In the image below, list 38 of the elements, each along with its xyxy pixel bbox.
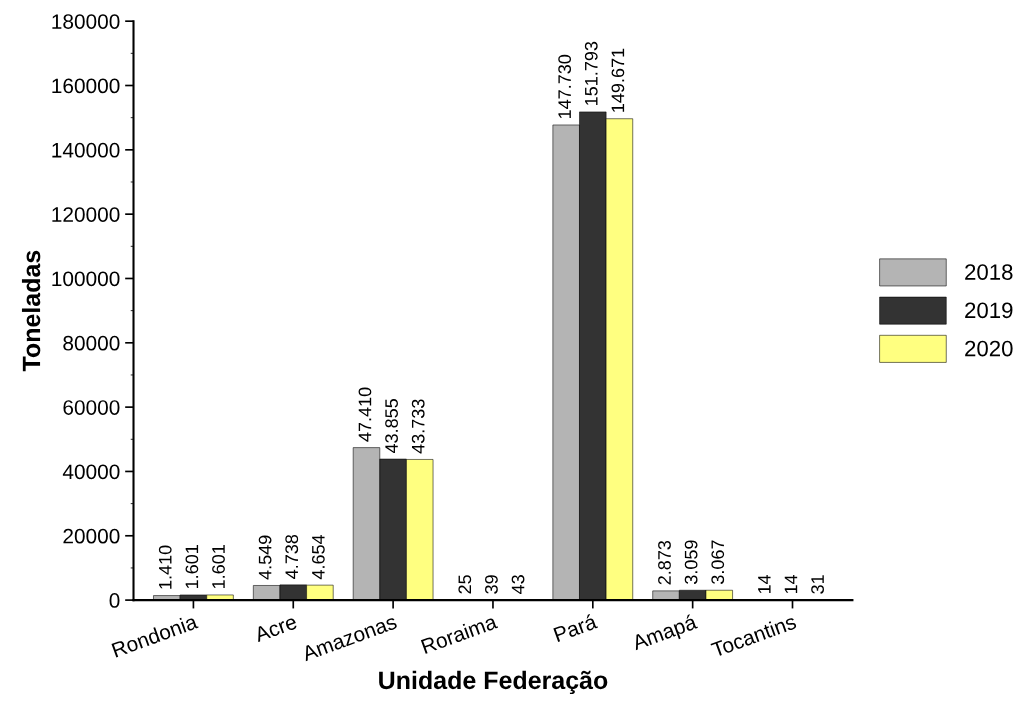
data-label: 151.793 — [584, 41, 598, 105]
y-tick-label: 160000 — [52, 78, 120, 94]
x-axis-title: Unidade Federação — [379, 670, 608, 695]
data-label: 4.654 — [311, 534, 325, 580]
y-tick-label: 40000 — [62, 464, 120, 480]
y-tick-label: 120000 — [52, 207, 120, 222]
y-tick-label: 100000 — [52, 271, 120, 287]
x-tick-label: Acre — [253, 614, 298, 643]
data-label: 1.601 — [185, 545, 199, 589]
y-tick-label: 0 — [109, 593, 120, 608]
data-label: 3.067 — [711, 540, 725, 584]
data-label: 1.601 — [212, 545, 225, 589]
data-label: 149.671 — [611, 48, 625, 112]
y-tick-label: 80000 — [63, 335, 120, 351]
data-label: 4.738 — [285, 534, 299, 579]
y-tick-label: 60000 — [63, 400, 120, 415]
legend-label: 2020 — [965, 340, 1013, 357]
data-label: 43.733 — [411, 399, 425, 454]
data-label: 1.410 — [158, 545, 172, 589]
legend-label: 2018 — [965, 264, 1013, 280]
legend-label: 2019 — [965, 302, 1013, 319]
data-label: 147.730 — [558, 54, 572, 119]
data-label: 14 — [784, 574, 798, 594]
y-tick-label: 140000 — [52, 142, 120, 158]
data-label: 43.855 — [385, 399, 398, 454]
data-label: 39 — [485, 575, 498, 594]
y-tick-label: 20000 — [63, 528, 120, 544]
data-label: 43 — [511, 575, 525, 594]
y-tick-label: 180000 — [52, 14, 120, 29]
y-axis-title: Toneladas — [21, 250, 41, 372]
data-label: 25 — [458, 575, 472, 594]
data-label: 47.410 — [358, 387, 372, 442]
data-label: 3.059 — [684, 540, 698, 585]
data-label: 31 — [811, 575, 824, 594]
data-label: 2.873 — [658, 540, 671, 585]
data-label: 14 — [758, 574, 771, 594]
data-label: 4.549 — [258, 535, 272, 580]
x-tick-label: Pará — [552, 613, 599, 643]
